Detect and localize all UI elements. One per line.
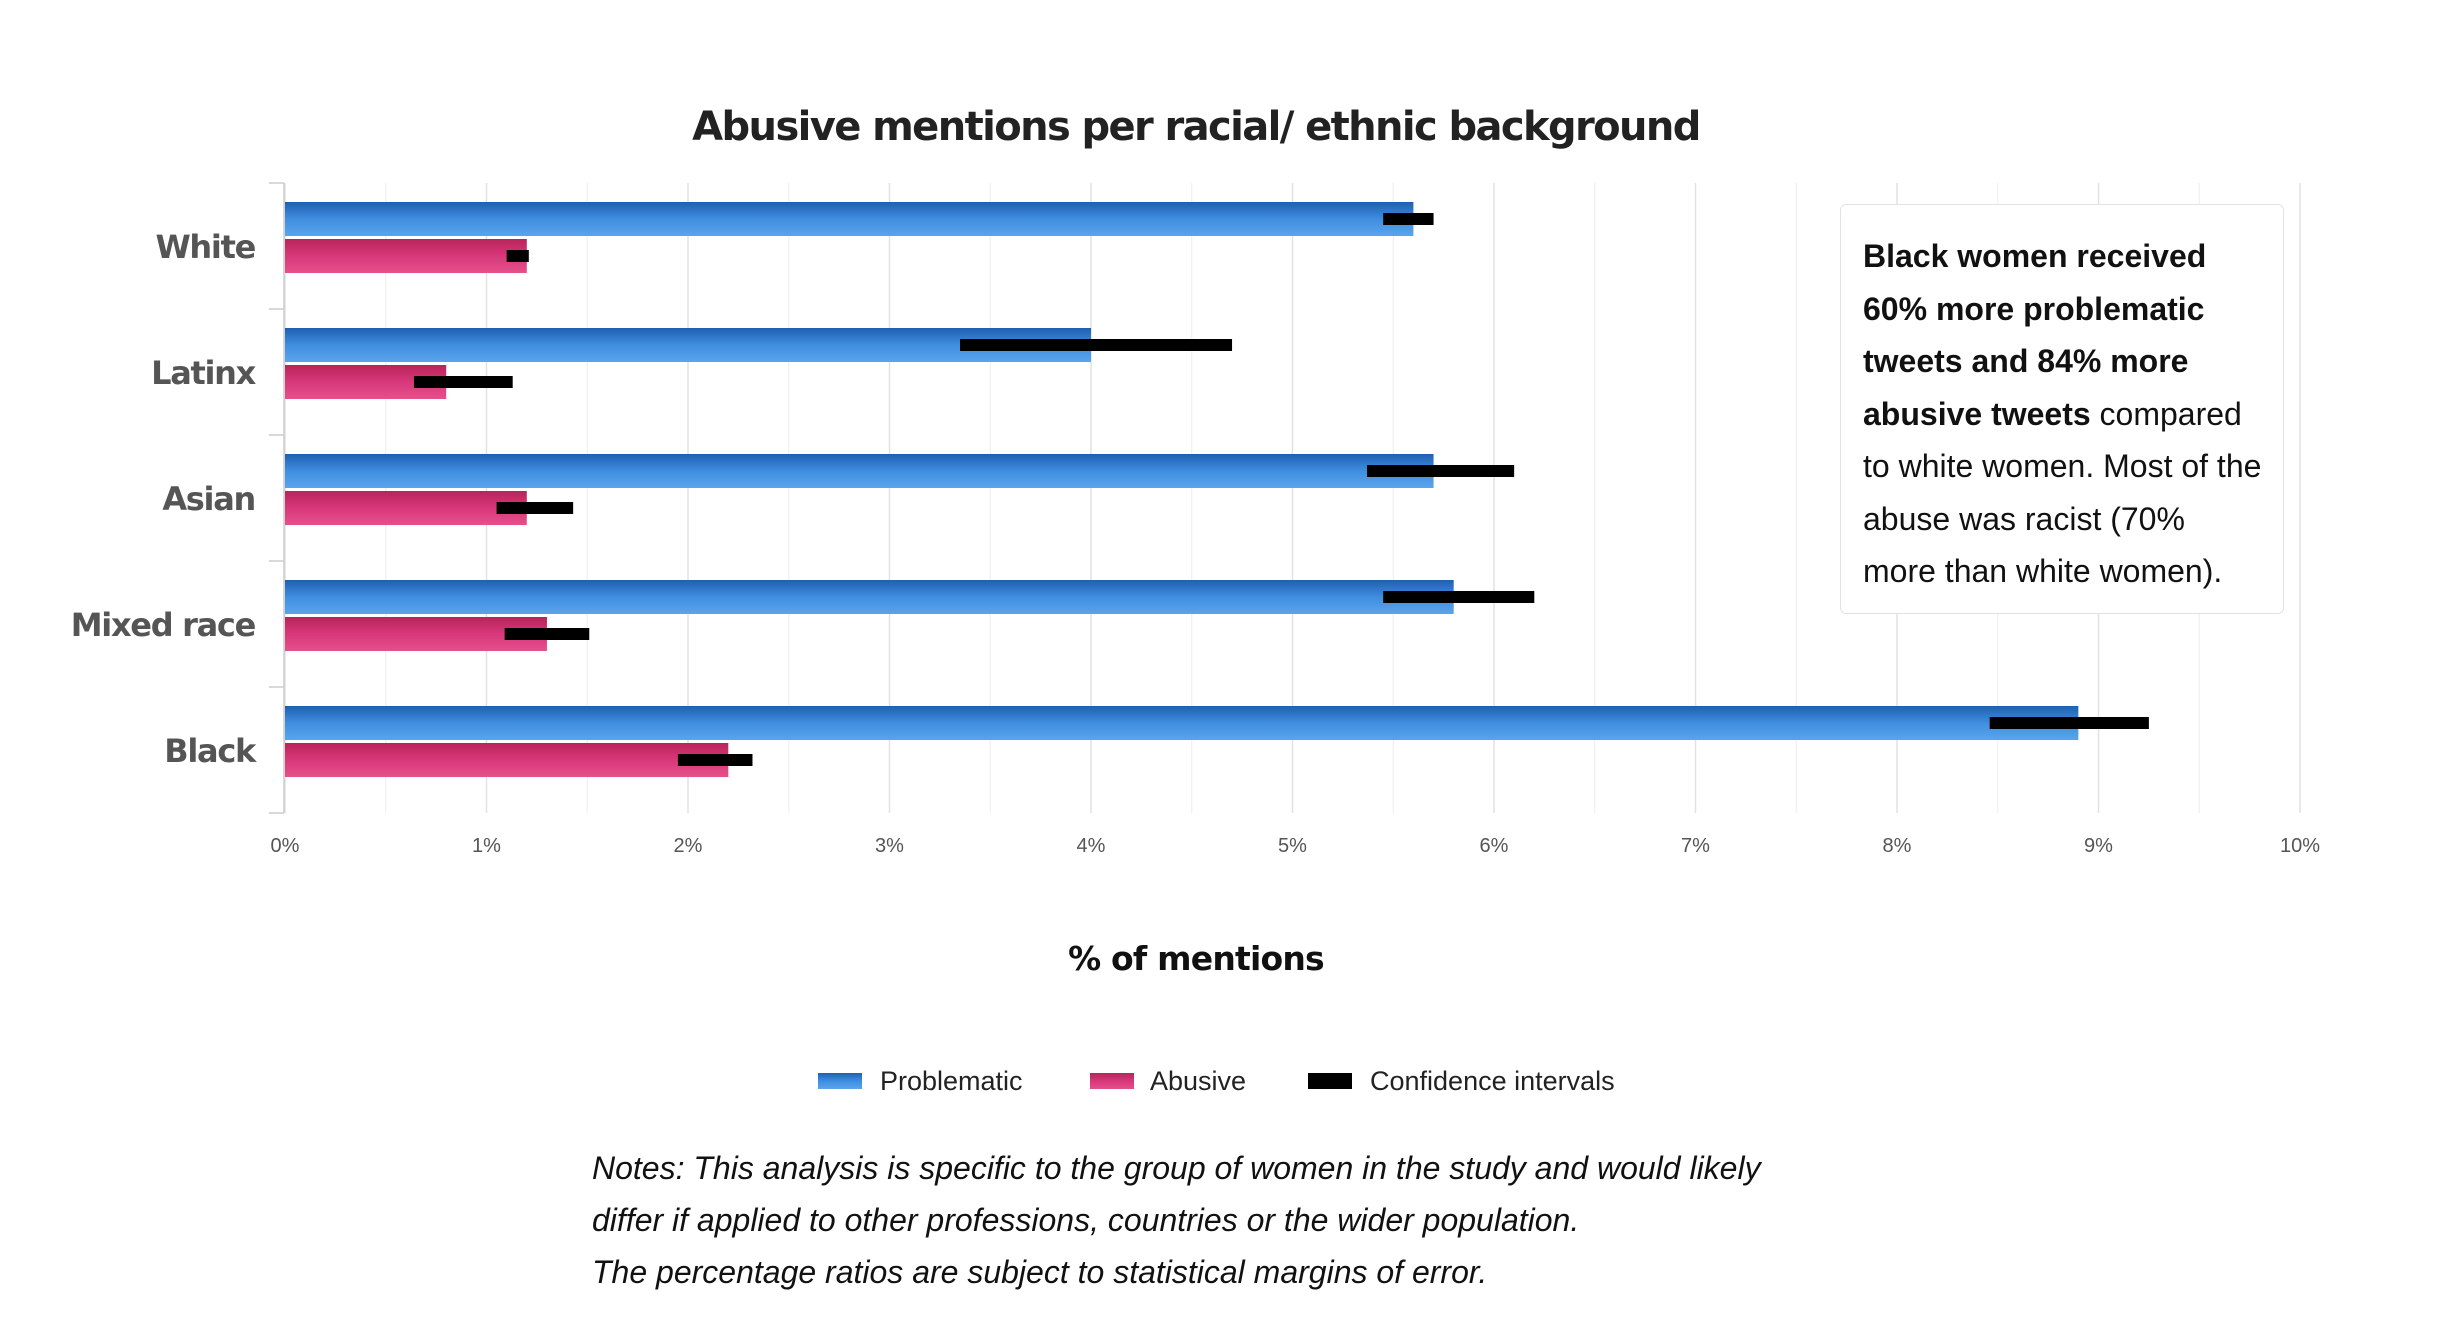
bar-problematic xyxy=(285,706,2079,740)
category-label: Black xyxy=(164,732,257,770)
category-label: Mixed race xyxy=(71,606,256,644)
x-tick-label: 9% xyxy=(2084,835,2113,857)
annotation-box: Black women received 60% more problemati… xyxy=(1840,204,2284,614)
bar-problematic xyxy=(285,580,1454,614)
x-axis-label: % of mentions xyxy=(1068,939,1324,978)
notes-line-1: Notes: This analysis is specific to the … xyxy=(592,1150,1761,1186)
ci-mark-abusive xyxy=(506,250,529,262)
category-label: White xyxy=(155,228,255,266)
legend: Problematic Abusive Confidence intervals xyxy=(818,1066,1615,1096)
ci-mark-problematic xyxy=(960,339,1233,351)
chart-title: Abusive mentions per racial/ ethnic back… xyxy=(692,104,1700,150)
ci-mark-problematic xyxy=(1367,465,1515,477)
x-tick-label: 6% xyxy=(1480,835,1509,857)
bar-problematic xyxy=(285,454,1434,488)
notes-line-3: The percentage ratios are subject to sta… xyxy=(592,1254,1488,1290)
category-label: Asian xyxy=(162,480,255,518)
legend-label: Confidence intervals xyxy=(1370,1066,1615,1096)
x-tick-label: 7% xyxy=(1681,835,1710,857)
bar-abusive xyxy=(285,491,527,525)
ci-mark-abusive xyxy=(413,376,513,388)
legend-swatch xyxy=(818,1073,862,1089)
notes-line-2: differ if applied to other professions, … xyxy=(592,1202,1580,1238)
ci-mark-problematic xyxy=(1383,591,1535,603)
bar-abusive xyxy=(285,617,547,651)
x-tick-label: 5% xyxy=(1278,835,1307,857)
axes: 0% 1% 2% 3% 4% 5% 6% 7% 8% 9% 10% White Latinx Asian M… xyxy=(71,182,2320,857)
category-label: Latinx xyxy=(151,354,257,392)
bar-abusive xyxy=(285,239,527,273)
x-tick-label: 3% xyxy=(875,835,904,857)
legend-label: Abusive xyxy=(1150,1066,1246,1096)
legend-label: Problematic xyxy=(880,1066,1023,1096)
notes: Notes: This analysis is specific to the … xyxy=(592,1142,1892,1298)
legend-swatch xyxy=(1090,1073,1134,1089)
annotation-bold-text: Black women received 60% more problemati… xyxy=(1863,238,2207,432)
bars xyxy=(285,202,2079,777)
bar-problematic xyxy=(285,328,1091,362)
x-tick-label: 1% xyxy=(472,835,501,857)
x-tick-label: 2% xyxy=(674,835,703,857)
annotation-text: compared to white women. Most of the abu… xyxy=(1863,395,2262,590)
ci-mark-problematic xyxy=(1383,213,1434,225)
x-tick-label: 8% xyxy=(1883,835,1912,857)
ci-mark-abusive xyxy=(504,628,590,640)
x-tick-label: 0% xyxy=(271,835,300,857)
bar-abusive xyxy=(285,743,729,777)
legend-swatch xyxy=(1308,1073,1352,1089)
ci-mark-abusive xyxy=(496,502,574,514)
ci-mark-abusive xyxy=(677,754,753,766)
bar-problematic xyxy=(285,202,1414,236)
x-tick-label: 10% xyxy=(2280,835,2320,857)
ci-mark-problematic xyxy=(1989,717,2149,729)
confidence-interval-marks xyxy=(413,213,2149,766)
x-tick-label: 4% xyxy=(1077,835,1106,857)
